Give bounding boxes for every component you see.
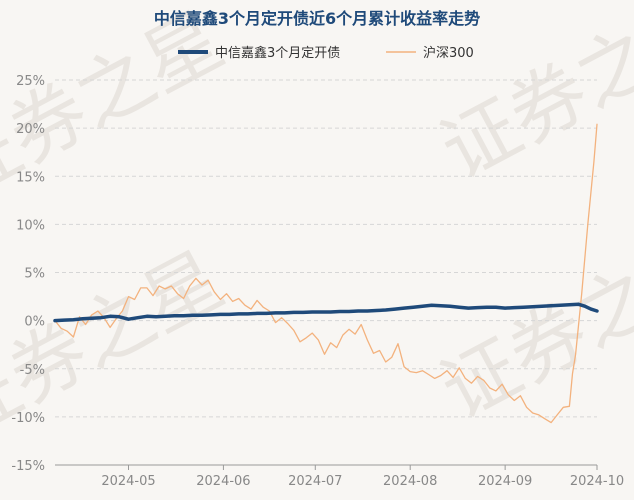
legend-index-label: 沪深300	[423, 45, 474, 61]
legend: 中信嘉鑫3个月定开债 沪深300	[178, 45, 474, 61]
x-tick-label: 2024-08	[383, 474, 437, 489]
series-line-hs300	[54, 123, 598, 424]
y-tick-label: 20%	[16, 122, 45, 137]
y-tick-label: -15%	[11, 459, 45, 474]
legend-fund-label: 中信嘉鑫3个月定开债	[215, 45, 340, 61]
y-tick-label: 0%	[24, 315, 45, 330]
x-tick-label: 2024-05	[101, 474, 155, 489]
x-tick-label: 2024-06	[196, 474, 250, 489]
y-axis-ticks: 25% 20% 15% 10% 5% 0% -5% -10% -15%	[11, 74, 45, 474]
chart-title: 中信嘉鑫3个月定开债近6个月累计收益率走势	[154, 9, 480, 28]
series-group	[53, 123, 599, 424]
series-line-fund	[53, 302, 599, 323]
y-tick-label: 10%	[16, 218, 45, 233]
y-tick-label: -10%	[11, 411, 45, 426]
y-tick-label: -5%	[20, 363, 45, 378]
watermark-text: 证券之星	[427, 215, 634, 436]
y-tick-label: 25%	[16, 74, 45, 89]
x-tick-label: 2024-10	[570, 474, 624, 489]
x-tick-label: 2024-07	[288, 474, 342, 489]
x-axis: 2024-05 2024-06 2024-07 2024-08 2024-09 2024-…	[55, 464, 624, 489]
y-tick-label: 5%	[24, 267, 45, 282]
watermark-text: 证券之星	[427, 0, 634, 196]
x-tick-label: 2024-09	[478, 474, 532, 489]
y-tick-label: 15%	[16, 170, 45, 185]
